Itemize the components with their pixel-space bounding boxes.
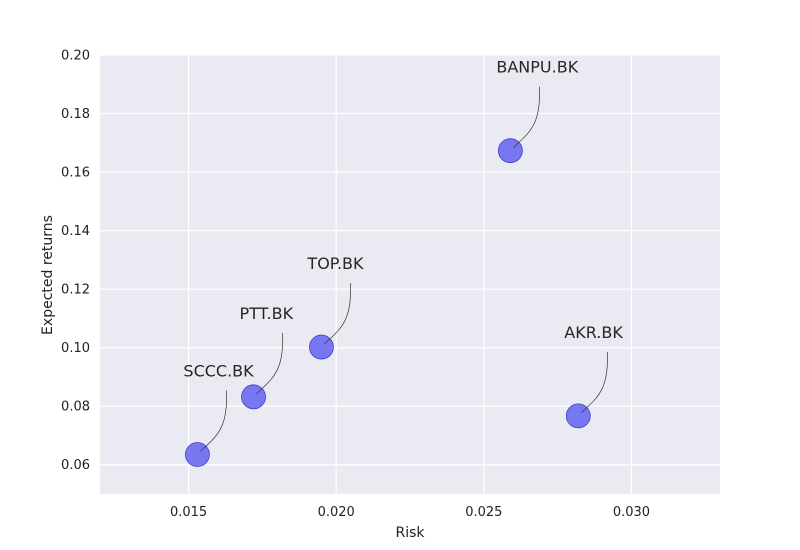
y-tick-label: 0.20 bbox=[61, 49, 90, 64]
y-tick-label: 0.16 bbox=[61, 166, 90, 181]
point-annotations: SCCC.BK PTT.BK TOP.BK BANPU.BK AKR.BK bbox=[183, 58, 623, 452]
plot-area bbox=[100, 55, 720, 494]
y-tick-labels: 0.06 0.08 0.10 0.12 0.14 0.16 0.18 0.20 bbox=[61, 49, 90, 474]
annotation-connector bbox=[324, 283, 351, 345]
point-label: SCCC.BK bbox=[183, 361, 254, 380]
annotation-connector bbox=[513, 86, 540, 148]
y-tick-label: 0.08 bbox=[61, 400, 90, 415]
point-label: TOP.BK bbox=[306, 254, 364, 273]
annotation-connector bbox=[200, 390, 227, 452]
x-tick-label: 0.025 bbox=[465, 505, 502, 520]
x-tick-label: 0.030 bbox=[613, 505, 650, 520]
point-label: AKR.BK bbox=[564, 323, 623, 342]
x-tick-labels: 0.015 0.020 0.025 0.030 bbox=[170, 505, 650, 520]
y-axis-title: Expected returns bbox=[40, 215, 56, 335]
y-tick-label: 0.18 bbox=[61, 107, 90, 122]
y-tick-label: 0.14 bbox=[61, 224, 90, 239]
point-label: PTT.BK bbox=[240, 304, 294, 323]
y-tick-label: 0.10 bbox=[61, 341, 90, 356]
x-tick-label: 0.015 bbox=[170, 505, 207, 520]
annotation-connector bbox=[581, 351, 608, 414]
point-label: BANPU.BK bbox=[496, 58, 578, 77]
y-tick-label: 0.06 bbox=[61, 458, 90, 473]
annotation-connector bbox=[256, 332, 283, 395]
y-tick-label: 0.12 bbox=[61, 283, 90, 298]
grid-lines bbox=[100, 54, 720, 494]
x-tick-label: 0.020 bbox=[318, 505, 355, 520]
x-axis-title: Risk bbox=[395, 525, 425, 541]
